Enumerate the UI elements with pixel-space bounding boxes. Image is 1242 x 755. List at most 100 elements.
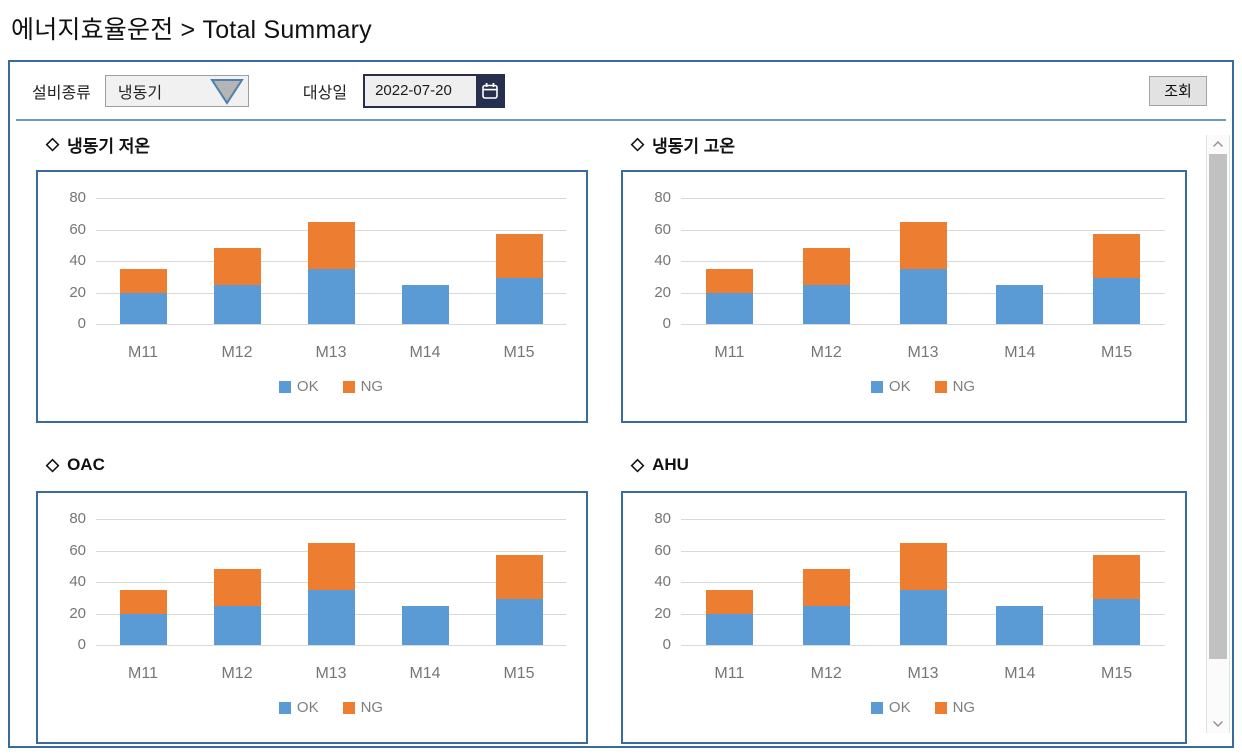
y-axis-tick-label: 20 xyxy=(69,604,86,622)
search-button[interactable]: 조회 xyxy=(1149,75,1207,106)
y-axis-tick-label: 60 xyxy=(654,541,671,559)
gridline xyxy=(96,324,566,325)
y-axis-tick-label: 40 xyxy=(69,573,86,590)
chart-ahu: 0 20 40 60 80 M11 M12 M13 M14 M15 OK NG xyxy=(621,491,1187,744)
bar-segment-ok xyxy=(401,605,449,645)
gridline xyxy=(96,645,566,646)
bar-segment-ok xyxy=(213,284,261,324)
bar-segment-ng xyxy=(213,569,261,606)
chart-title-text: 냉동기 고온 xyxy=(652,136,736,156)
scroll-up-icon[interactable] xyxy=(1207,135,1229,153)
diamond-icon: ◇ xyxy=(46,134,60,153)
bar-segment-ok xyxy=(1093,278,1141,324)
diamond-icon: ◇ xyxy=(46,455,60,474)
legend-item: OK xyxy=(278,378,319,395)
bar-segment-ng xyxy=(705,268,753,293)
chart-title-chiller-high: ◇ 냉동기 고온 xyxy=(631,131,1187,157)
legend-swatch-ng xyxy=(934,701,947,714)
y-axis-tick-label: 40 xyxy=(69,252,86,269)
chart-chiller-high: 0 20 40 60 80 M11 M12 M13 M14 M15 OK NG xyxy=(621,170,1187,423)
scroll-down-icon[interactable] xyxy=(1207,715,1229,733)
bar-segment-ok xyxy=(899,589,947,645)
target-date-input[interactable]: 2022-07-20 xyxy=(363,73,506,108)
gridline xyxy=(96,519,566,520)
bar-segment-ng xyxy=(899,542,947,590)
legend-label: NG xyxy=(360,378,384,395)
x-axis-category-label: M14 xyxy=(1004,344,1036,361)
x-axis-category-label: M12 xyxy=(221,344,253,361)
chart-legend: OK NG xyxy=(681,378,1165,395)
equipment-type-select[interactable]: 냉동기 xyxy=(104,74,249,107)
y-axis-tick-label: 80 xyxy=(69,510,86,527)
legend-item: OK xyxy=(278,699,319,716)
y-axis-tick-label: 0 xyxy=(77,315,86,332)
chart-legend: OK NG xyxy=(96,378,566,395)
legend-label: OK xyxy=(296,378,319,395)
bar-segment-ng xyxy=(119,268,167,293)
x-axis-category-label: M15 xyxy=(1101,665,1133,682)
legend-swatch-ok xyxy=(278,380,291,393)
y-axis-tick-label: 80 xyxy=(69,189,86,206)
legend-swatch-ng xyxy=(342,701,355,714)
scrollbar-thumb[interactable] xyxy=(1209,154,1227,659)
x-axis-category-label: M11 xyxy=(128,344,158,361)
legend-label: NG xyxy=(952,378,976,395)
chart-chiller-low: 0 20 40 60 80 M11 M12 M13 M14 M15 OK NG xyxy=(36,170,588,423)
scrollbar-track[interactable] xyxy=(1207,153,1229,715)
calendar-icon[interactable] xyxy=(476,75,504,106)
bar-segment-ng xyxy=(705,589,753,614)
gridline xyxy=(681,324,1165,325)
legend-item: OK xyxy=(870,378,911,395)
x-axis-category-label: M11 xyxy=(128,665,158,682)
gridline xyxy=(681,198,1165,199)
x-axis-category-label: M12 xyxy=(221,665,253,682)
bar-segment-ok xyxy=(307,268,355,324)
x-axis-category-label: M15 xyxy=(1101,344,1133,361)
legend-label: NG xyxy=(360,699,384,716)
bar-segment-ok xyxy=(495,599,543,645)
chart-title-oac: ◇ OAC xyxy=(46,452,588,478)
legend-label: OK xyxy=(888,378,911,395)
bar-segment-ok xyxy=(705,292,753,324)
bar-segment-ng xyxy=(119,589,167,614)
y-axis-tick-label: 0 xyxy=(662,315,671,332)
x-axis-category-label: M11 xyxy=(714,665,745,682)
y-axis-tick-label: 20 xyxy=(69,283,86,301)
gridline xyxy=(96,198,566,199)
legend-swatch-ng xyxy=(934,380,947,393)
diamond-icon: ◇ xyxy=(631,455,645,474)
chart-title-text: OAC xyxy=(67,455,105,474)
legend-item: NG xyxy=(342,378,384,395)
diamond-icon: ◇ xyxy=(631,134,645,153)
x-axis-category-label: M14 xyxy=(1004,665,1036,682)
vertical-scrollbar[interactable] xyxy=(1206,135,1230,733)
x-axis-category-label: M13 xyxy=(315,665,347,682)
x-axis-category-label: M11 xyxy=(714,344,745,361)
bar-segment-ok xyxy=(213,605,261,645)
equipment-type-value: 냉동기 xyxy=(117,84,163,102)
legend-swatch-ok xyxy=(278,701,291,714)
bar-segment-ng xyxy=(802,248,850,285)
chart-legend: OK NG xyxy=(96,699,566,716)
y-axis-tick-label: 20 xyxy=(654,283,671,301)
bar-segment-ng xyxy=(307,542,355,590)
bar-segment-ok xyxy=(401,284,449,324)
y-axis-tick-label: 20 xyxy=(654,604,671,622)
x-axis-category-label: M14 xyxy=(409,344,441,361)
bar-segment-ok xyxy=(996,605,1044,645)
chart-title-ahu: ◇ AHU xyxy=(631,452,1187,478)
legend-item: NG xyxy=(934,699,976,716)
legend-label: NG xyxy=(952,699,976,716)
chart-section-ahu: ◇ AHU 0 20 40 60 80 M11 M12 M13 M14 M15 OK NG xyxy=(621,452,1187,744)
dropdown-arrow-icon[interactable] xyxy=(209,77,245,105)
equipment-type-label: 설비종류 xyxy=(32,84,91,102)
chart-section-chiller-high: ◇ 냉동기 고온 0 20 40 60 80 M11 M12 M13 M14 M15 OK NG xyxy=(621,131,1187,423)
bar-segment-ng xyxy=(495,234,543,279)
bar-segment-ng xyxy=(899,221,947,269)
y-axis-tick-label: 60 xyxy=(69,220,86,238)
bar-segment-ok xyxy=(802,284,850,324)
bar-segment-ok xyxy=(119,613,167,645)
legend-swatch-ok xyxy=(870,380,883,393)
legend-item: NG xyxy=(934,378,976,395)
